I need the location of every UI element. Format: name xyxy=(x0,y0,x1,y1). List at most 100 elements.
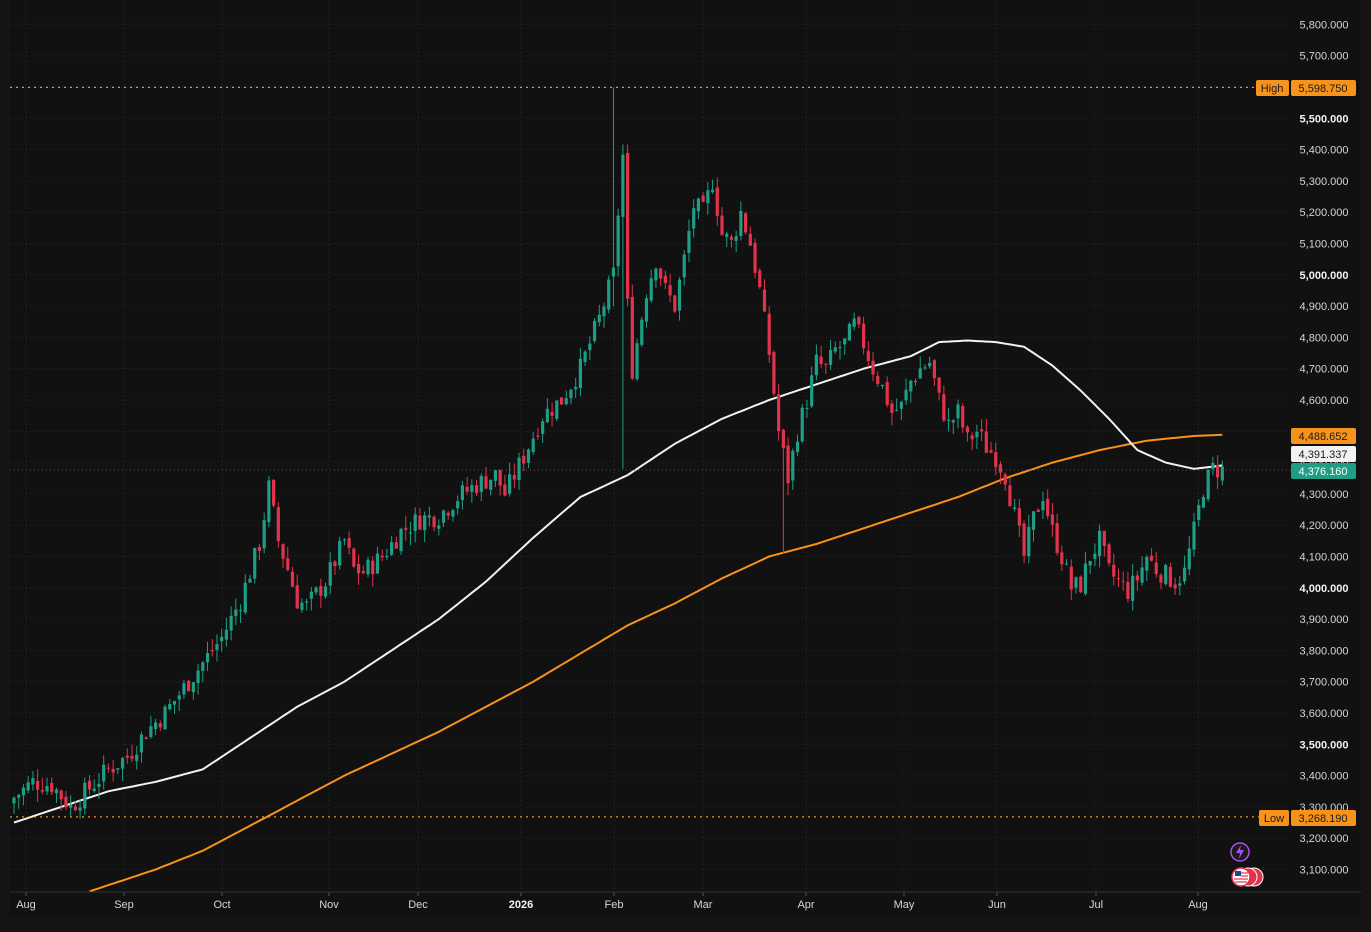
candle[interactable] xyxy=(248,574,252,583)
candle[interactable] xyxy=(630,284,634,381)
candle[interactable] xyxy=(762,279,767,313)
candle[interactable] xyxy=(1069,559,1073,600)
candle[interactable] xyxy=(380,549,384,562)
candle[interactable] xyxy=(1107,542,1111,567)
candle[interactable] xyxy=(441,509,446,528)
candle[interactable] xyxy=(734,230,738,253)
candle[interactable] xyxy=(692,199,696,238)
candle[interactable] xyxy=(828,339,833,371)
candle[interactable] xyxy=(1102,530,1106,557)
candle[interactable] xyxy=(1121,571,1125,591)
candle[interactable] xyxy=(1201,494,1206,509)
candle[interactable] xyxy=(342,538,346,546)
candle[interactable] xyxy=(267,476,271,528)
candle[interactable] xyxy=(1112,553,1116,586)
candle[interactable] xyxy=(956,399,960,429)
candle[interactable] xyxy=(852,312,856,331)
candle[interactable] xyxy=(1046,489,1050,520)
candle[interactable] xyxy=(371,556,375,587)
candle[interactable] xyxy=(116,768,120,775)
candle[interactable] xyxy=(753,238,757,279)
candle[interactable] xyxy=(583,350,587,366)
candle[interactable] xyxy=(92,779,96,793)
candle[interactable] xyxy=(720,207,724,236)
candle[interactable] xyxy=(522,448,526,471)
candle[interactable] xyxy=(1197,499,1201,527)
candle[interactable] xyxy=(1126,571,1130,603)
candle[interactable] xyxy=(314,586,318,596)
candle[interactable] xyxy=(1164,563,1168,586)
candle[interactable] xyxy=(545,398,549,424)
candle[interactable] xyxy=(191,681,195,700)
candle[interactable] xyxy=(437,519,441,536)
candle[interactable] xyxy=(1192,512,1196,557)
candle[interactable] xyxy=(366,556,370,578)
candle[interactable] xyxy=(154,719,158,736)
candle[interactable] xyxy=(1031,510,1036,542)
candle[interactable] xyxy=(73,800,77,812)
candle[interactable] xyxy=(120,756,125,781)
candle[interactable] xyxy=(1140,556,1144,586)
candle[interactable] xyxy=(17,793,21,809)
candle[interactable] xyxy=(451,508,455,522)
candle[interactable] xyxy=(50,777,54,796)
candle[interactable] xyxy=(833,341,837,354)
candle[interactable] xyxy=(182,679,186,699)
candle[interactable] xyxy=(276,502,280,548)
candle[interactable] xyxy=(1017,499,1021,538)
candle[interactable] xyxy=(961,403,965,433)
candle[interactable] xyxy=(574,377,578,399)
candle[interactable] xyxy=(385,548,389,560)
candle[interactable] xyxy=(512,463,516,489)
candle[interactable] xyxy=(394,536,398,549)
candle[interactable] xyxy=(64,790,68,811)
candle[interactable] xyxy=(696,197,700,220)
candle[interactable] xyxy=(682,250,686,286)
candle[interactable] xyxy=(408,521,413,546)
candle[interactable] xyxy=(1003,472,1007,491)
candle[interactable] xyxy=(980,419,984,442)
candle[interactable] xyxy=(597,304,601,327)
candle[interactable] xyxy=(795,434,800,457)
candle[interactable] xyxy=(663,270,667,290)
candle[interactable] xyxy=(1211,456,1215,476)
candle[interactable] xyxy=(1131,564,1135,611)
candle[interactable] xyxy=(1036,508,1040,513)
candle[interactable] xyxy=(210,639,214,657)
candle[interactable] xyxy=(923,364,927,371)
candle[interactable] xyxy=(824,362,828,374)
candle[interactable] xyxy=(550,402,554,427)
candle[interactable] xyxy=(413,507,417,543)
candle[interactable] xyxy=(1145,554,1149,581)
candle[interactable] xyxy=(748,226,752,246)
candle[interactable] xyxy=(668,273,672,303)
candle[interactable] xyxy=(375,546,380,575)
candle[interactable] xyxy=(163,704,167,730)
candle[interactable] xyxy=(932,359,936,386)
candle[interactable] xyxy=(130,744,134,763)
candle[interactable] xyxy=(1182,555,1187,585)
candle[interactable] xyxy=(1050,502,1054,537)
candle[interactable] xyxy=(564,390,568,406)
candle[interactable] xyxy=(215,634,219,662)
candle[interactable] xyxy=(975,424,979,450)
candle[interactable] xyxy=(569,388,573,405)
candle[interactable] xyxy=(928,356,932,369)
candle[interactable] xyxy=(1083,551,1088,596)
candle[interactable] xyxy=(1013,498,1017,512)
candle[interactable] xyxy=(729,234,734,248)
candle[interactable] xyxy=(847,322,852,341)
candle[interactable] xyxy=(904,378,908,405)
candle[interactable] xyxy=(1098,524,1102,568)
candle[interactable] xyxy=(994,442,998,476)
candle[interactable] xyxy=(559,397,564,405)
candle[interactable] xyxy=(616,208,620,277)
candle[interactable] xyxy=(541,418,545,443)
candle[interactable] xyxy=(220,628,224,652)
candle[interactable] xyxy=(21,784,26,806)
candle[interactable] xyxy=(243,574,247,615)
candle[interactable] xyxy=(626,144,630,307)
candle[interactable] xyxy=(659,267,663,287)
candle[interactable] xyxy=(286,547,290,572)
candle[interactable] xyxy=(777,384,781,441)
